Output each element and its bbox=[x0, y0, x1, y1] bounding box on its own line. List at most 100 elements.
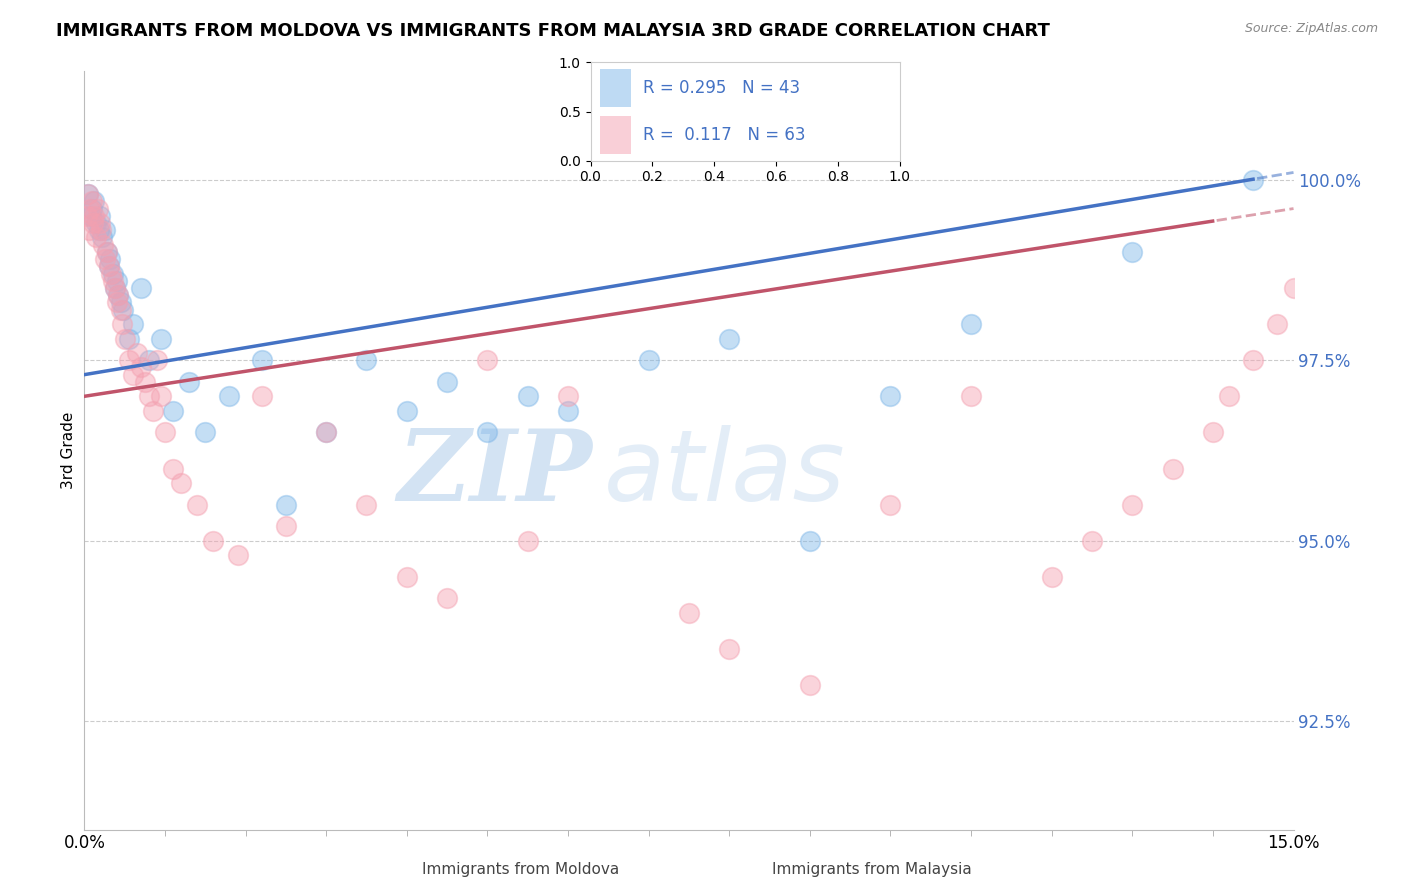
Point bbox=[1218, 389, 1240, 403]
Point bbox=[96, 244, 118, 259]
Point bbox=[557, 389, 579, 403]
Point bbox=[146, 353, 169, 368]
Point bbox=[83, 194, 105, 209]
Point bbox=[101, 274, 124, 288]
Point bbox=[1241, 353, 1264, 368]
Point bbox=[149, 389, 172, 403]
Point bbox=[101, 267, 124, 281]
Point bbox=[77, 187, 100, 202]
FancyBboxPatch shape bbox=[600, 117, 631, 153]
Point bbox=[114, 332, 136, 346]
Point bbox=[799, 678, 821, 692]
Point bbox=[718, 642, 741, 657]
Point bbox=[121, 368, 143, 382]
Point bbox=[97, 260, 120, 274]
Point bbox=[218, 389, 240, 403]
Point bbox=[274, 519, 297, 533]
Point bbox=[170, 475, 193, 490]
Point bbox=[1267, 317, 1289, 331]
Point bbox=[82, 202, 104, 216]
Point bbox=[162, 403, 184, 417]
Point bbox=[315, 425, 337, 440]
Point bbox=[250, 389, 273, 403]
Point bbox=[96, 244, 118, 259]
Point bbox=[129, 281, 152, 295]
Text: IMMIGRANTS FROM MOLDOVA VS IMMIGRANTS FROM MALAYSIA 3RD GRADE CORRELATION CHART: IMMIGRANTS FROM MOLDOVA VS IMMIGRANTS FR… bbox=[56, 22, 1050, 40]
Point bbox=[799, 533, 821, 548]
Point bbox=[395, 570, 418, 584]
Point bbox=[118, 332, 141, 346]
Point bbox=[111, 317, 134, 331]
Text: atlas: atlas bbox=[605, 425, 846, 522]
Point bbox=[637, 353, 659, 368]
Point bbox=[516, 533, 538, 548]
Point bbox=[77, 223, 100, 237]
Point bbox=[250, 353, 273, 368]
Point bbox=[1161, 461, 1184, 475]
Point bbox=[77, 187, 100, 202]
Point bbox=[315, 425, 337, 440]
Point bbox=[125, 346, 148, 360]
Point bbox=[112, 302, 135, 317]
Point bbox=[678, 606, 700, 620]
Point bbox=[1040, 570, 1063, 584]
Point bbox=[76, 209, 98, 223]
Text: Immigrants from Moldova: Immigrants from Moldova bbox=[422, 863, 619, 877]
Point bbox=[86, 216, 108, 230]
Point bbox=[186, 498, 208, 512]
Point bbox=[179, 375, 201, 389]
Point bbox=[80, 209, 103, 223]
Point bbox=[356, 353, 378, 368]
Point bbox=[557, 403, 579, 417]
Point bbox=[105, 274, 128, 288]
Point bbox=[97, 260, 120, 274]
Point bbox=[107, 288, 129, 302]
Point bbox=[98, 252, 121, 266]
Point bbox=[1282, 281, 1305, 295]
Point bbox=[129, 360, 152, 375]
Point bbox=[93, 223, 115, 237]
Text: R = 0.295   N = 43: R = 0.295 N = 43 bbox=[643, 79, 800, 97]
Point bbox=[121, 317, 143, 331]
Point bbox=[1323, 209, 1346, 223]
Point bbox=[110, 302, 132, 317]
Point bbox=[87, 202, 110, 216]
Point bbox=[1121, 244, 1143, 259]
Point bbox=[91, 237, 114, 252]
Point bbox=[104, 281, 127, 295]
Point bbox=[82, 216, 104, 230]
Point bbox=[91, 230, 114, 244]
Point bbox=[194, 425, 217, 440]
Text: Immigrants from Malaysia: Immigrants from Malaysia bbox=[772, 863, 972, 877]
Text: Source: ZipAtlas.com: Source: ZipAtlas.com bbox=[1244, 22, 1378, 36]
Point bbox=[1202, 425, 1225, 440]
Point bbox=[356, 498, 378, 512]
Point bbox=[226, 548, 249, 562]
Point bbox=[436, 375, 458, 389]
Point bbox=[395, 403, 418, 417]
Point bbox=[162, 461, 184, 475]
Point bbox=[83, 209, 105, 223]
Point bbox=[477, 353, 499, 368]
Point bbox=[89, 209, 111, 223]
Point bbox=[86, 230, 108, 244]
Point bbox=[960, 317, 983, 331]
Point bbox=[879, 389, 901, 403]
Point bbox=[79, 202, 101, 216]
Text: R =  0.117   N = 63: R = 0.117 N = 63 bbox=[643, 126, 806, 144]
Point bbox=[134, 375, 156, 389]
Point bbox=[90, 223, 112, 237]
Text: ZIP: ZIP bbox=[398, 425, 592, 522]
Point bbox=[107, 288, 129, 302]
Point bbox=[80, 194, 103, 209]
Point bbox=[138, 353, 160, 368]
Point bbox=[436, 591, 458, 606]
Point bbox=[879, 498, 901, 512]
Point bbox=[477, 425, 499, 440]
Point bbox=[960, 389, 983, 403]
Point bbox=[94, 252, 117, 266]
Point bbox=[104, 281, 127, 295]
Point bbox=[1081, 533, 1104, 548]
FancyBboxPatch shape bbox=[600, 70, 631, 107]
Point bbox=[274, 498, 297, 512]
